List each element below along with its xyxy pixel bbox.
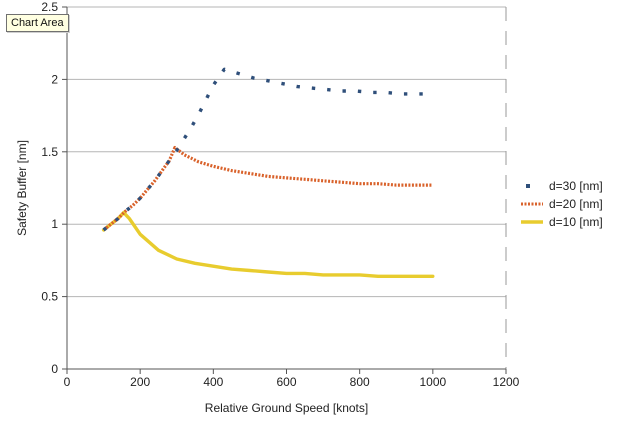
legend-label: d=20 [nm] bbox=[549, 197, 603, 211]
x-tick-label: 0 bbox=[64, 375, 71, 389]
x-axis-title: Relative Ground Speed [knots] bbox=[205, 401, 368, 415]
x-tick-label: 400 bbox=[203, 375, 223, 389]
series-line-d-30-nm[interactable] bbox=[102, 67, 424, 232]
y-tick-label: 2.5 bbox=[41, 0, 58, 14]
chart-area-tooltip: Chart Area bbox=[6, 14, 69, 32]
y-tick-label: 0.5 bbox=[41, 290, 58, 304]
y-tick-label: 1.5 bbox=[41, 145, 58, 159]
legend-swatch-d-30-nm bbox=[526, 184, 530, 188]
y-tick-label: 0 bbox=[51, 362, 58, 376]
x-tick-label: 1200 bbox=[493, 375, 520, 389]
x-tick-label: 600 bbox=[276, 375, 296, 389]
legend-label: d=10 [nm] bbox=[549, 215, 603, 229]
y-tick-label: 1 bbox=[51, 217, 58, 231]
x-tick-label: 200 bbox=[130, 375, 150, 389]
x-tick-label: 800 bbox=[350, 375, 370, 389]
y-tick-label: 2 bbox=[51, 72, 58, 86]
series-line-d-10-nm[interactable] bbox=[101, 210, 435, 278]
y-axis-title: Safety Buffer [nm] bbox=[15, 140, 29, 236]
x-tick-label: 1000 bbox=[419, 375, 446, 389]
series-line-d-20-nm[interactable] bbox=[102, 145, 433, 232]
legend-label: d=30 [nm] bbox=[549, 179, 603, 193]
